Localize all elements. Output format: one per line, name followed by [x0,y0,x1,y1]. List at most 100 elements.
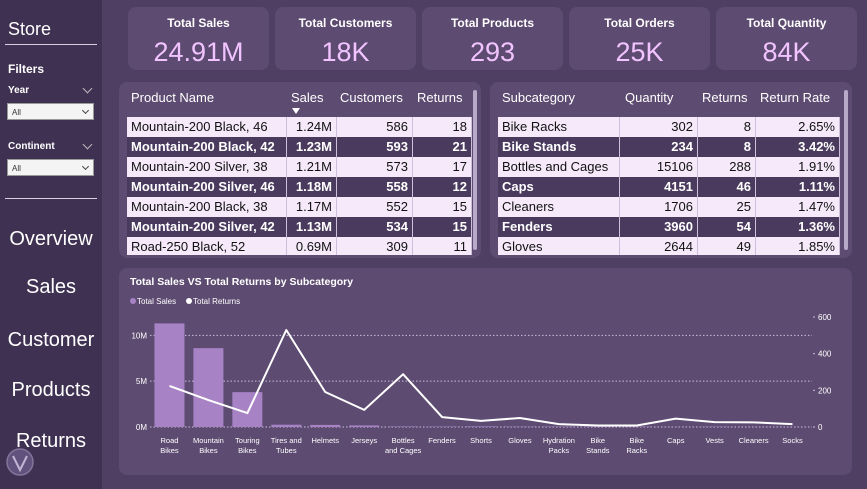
table-row: Road-250 Black, 52 0.69M 309 11 [127,237,472,255]
legend-label: Total Sales [137,297,176,306]
table-cell: Gloves [498,237,620,255]
table-cell: 534 [337,217,413,237]
column-header: Customers [340,90,403,105]
bar [193,348,224,427]
divider [5,198,97,199]
x-tick-label: Tires and Tubes [271,436,302,455]
table-cell: 21 [413,137,472,157]
table-row: Mountain-200 Silver, 46 1.18M 558 12 [127,177,472,197]
kpi-label: Total Quantity [746,16,827,30]
x-tick-label: Hydration Packs [543,436,575,455]
logo [6,448,34,476]
x-tick-label: Bike Racks [626,436,647,455]
column-header: Return Rate [760,90,831,105]
x-tick-label: Touring Bikes [235,436,260,455]
filters-label: Filters [8,62,45,76]
table-cell: 1.23M [287,137,337,157]
y2-tick-label: 400 [818,350,832,359]
column-header: Returns [702,90,748,105]
chart-card [119,268,852,475]
table-cell: 3960 [620,217,698,237]
table-cell: Mountain-200 Silver, 38 [127,157,287,177]
table-cell: 1.11% [756,177,840,197]
kpi-label: Total Customers [298,16,393,30]
kpi-card: Total Quantity 84K [716,7,857,70]
table-cell: Bike Stands [498,137,620,157]
bar [349,425,380,427]
filter-label: Continent [8,141,55,152]
table-cell: 49 [698,237,756,255]
y2-tick-label: 0 [818,423,823,432]
table-cell: 552 [337,197,413,217]
table-body: Mountain-200 Black, 46 1.24M 586 18 Mountain… [127,117,472,255]
bar [271,424,302,427]
kpi-label: Total Orders [604,16,675,30]
table-cell: 1.85% [756,237,840,255]
legend-marker [186,298,192,304]
table-cell: 11 [413,237,472,255]
table-cell: 586 [337,117,413,137]
x-tick-label: Helmets [311,436,339,445]
bar [388,426,419,427]
column-header: Subcategory [502,90,575,105]
table-card: Product Name Sales Customers Returns Mountai… [119,82,481,258]
table-cell: 2.65% [756,117,840,137]
y-tick-label: 0M [136,423,147,432]
x-tick-label: Jerseys [351,436,377,445]
table-cell: 15 [413,217,472,237]
table-row: Fenders 3960 54 1.36% [498,217,840,237]
x-tick-label: Caps [667,436,685,445]
table-cell: 8 [698,137,756,157]
table-row: Gloves 2644 49 1.85% [498,237,840,255]
table-cell: Mountain-200 Black, 46 [127,117,287,137]
kpi-label: Total Sales [167,16,230,30]
table-row: Mountain-200 Black, 38 1.17M 552 15 [127,197,472,217]
y-tick-label: 5M [136,377,147,386]
table-row: Mountain-200 Silver, 42 1.13M 534 15 [127,217,472,237]
nav-button[interactable]: Products [11,379,91,401]
table-body: Bike Racks 302 8 2.65% Bike Stands 234 8 3.42% B… [498,117,840,255]
nav-button[interactable]: Customer [7,329,95,351]
chart-title: Total Sales VS Total Returns by Subcateg… [130,276,353,288]
legend-label: Total Returns [193,297,240,306]
table-cell: Bike Racks [498,117,620,137]
table-cell: 2644 [620,237,698,255]
table-cell: 17 [413,157,472,177]
kpi-value: 293 [469,37,516,67]
table-cell: 1.17M [287,197,337,217]
legend-marker [130,298,136,304]
y2-tick-label: 600 [818,313,832,322]
table-row: Mountain-200 Black, 46 1.24M 586 18 [127,117,472,137]
kpi-card: Total Customers 18K [275,7,416,70]
table-cell: 15 [413,197,472,217]
kpi-value: 84K [762,37,811,67]
table-cell: 18 [413,117,472,137]
table-cell: Caps [498,177,620,197]
table-cell: Mountain-200 Black, 42 [127,137,287,157]
sort-indicator[interactable] [291,107,301,115]
nav-button[interactable]: Returns [15,430,87,452]
x-tick-label: Bike Stands [586,436,610,455]
column-header: Product Name [131,90,215,105]
table-row: Mountain-200 Silver, 38 1.21M 573 17 [127,157,472,177]
table-row: Caps 4151 46 1.11% [498,177,840,197]
table-cell: 8 [698,117,756,137]
table-cell: Mountain-200 Silver, 46 [127,177,287,197]
filter-dropdown[interactable]: All [7,159,94,176]
column-header: Sales [291,90,324,105]
bar [466,426,496,427]
nav-button[interactable]: Sales [25,276,77,298]
y-tick-label: 10M [131,331,147,340]
filter-dropdown[interactable]: All [7,103,94,120]
nav-button[interactable]: Overview [9,228,93,250]
column-header: Quantity [625,90,674,105]
table-row: Cleaners 1706 25 1.47% [498,197,840,217]
x-tick-label: Vests [705,436,724,445]
table-cell: 0.69M [287,237,337,255]
table-cell: 288 [698,157,756,177]
scrollbar [844,90,848,250]
scrollbar [473,90,477,250]
table-cell: 1.24M [287,117,337,137]
filter-label: Year [8,85,30,96]
table-cell: 309 [337,237,413,255]
